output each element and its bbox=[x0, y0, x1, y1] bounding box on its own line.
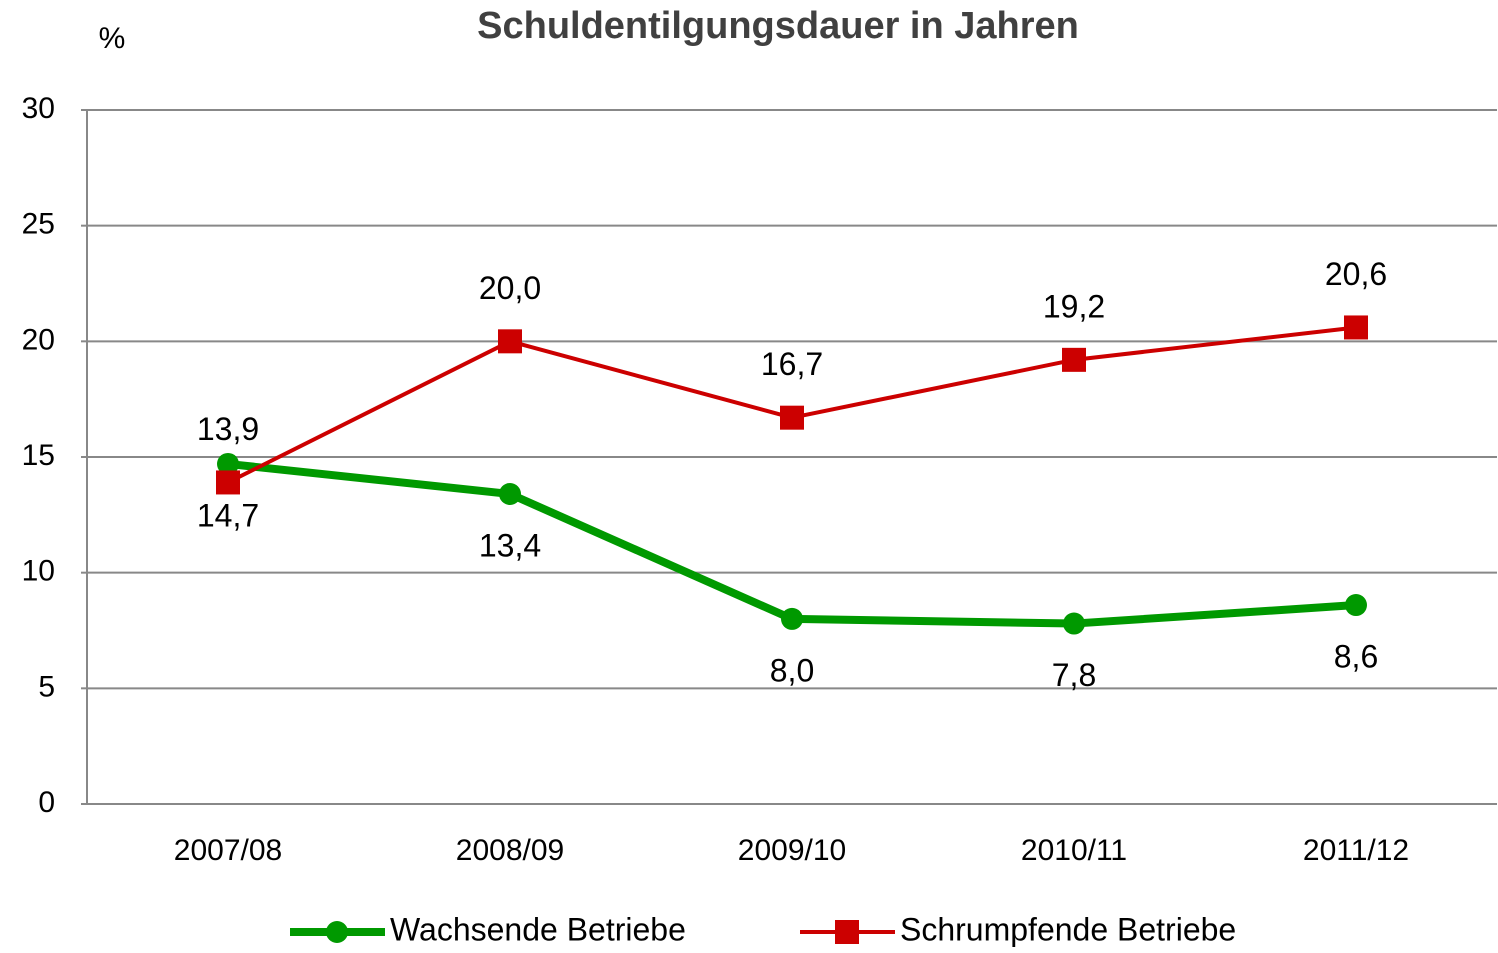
legend-marker bbox=[835, 920, 859, 944]
data-point bbox=[1063, 612, 1085, 635]
data-label: 7,8 bbox=[1052, 657, 1096, 693]
data-label: 13,9 bbox=[197, 411, 259, 447]
y-tick-label: 25 bbox=[22, 208, 55, 241]
x-tick-label: 2007/08 bbox=[174, 834, 282, 867]
data-point bbox=[1344, 315, 1368, 340]
y-tick-label: 15 bbox=[22, 439, 55, 472]
data-label: 14,7 bbox=[197, 497, 259, 533]
chart-title: Schuldentilgungsdauer in Jahren bbox=[477, 5, 1079, 47]
data-label: 16,7 bbox=[761, 346, 823, 382]
legend-marker bbox=[326, 921, 348, 943]
y-tick-label: 10 bbox=[22, 555, 55, 588]
legend-label: Wachsende Betriebe bbox=[390, 911, 686, 947]
series-line bbox=[227, 459, 1357, 628]
x-tick-label: 2010/11 bbox=[1021, 834, 1127, 867]
data-point bbox=[780, 405, 804, 430]
y-tick-label: 5 bbox=[38, 670, 55, 703]
data-label: 19,2 bbox=[1043, 288, 1105, 324]
x-tick-label: 2008/09 bbox=[456, 834, 564, 867]
data-point bbox=[781, 607, 803, 630]
x-tick-label: 2011/12 bbox=[1303, 834, 1409, 867]
data-label: 20,6 bbox=[1325, 256, 1387, 292]
data-label: 13,4 bbox=[479, 527, 541, 563]
data-point bbox=[1062, 347, 1086, 372]
x-tick-label: 2009/10 bbox=[738, 834, 846, 867]
data-point bbox=[499, 483, 521, 506]
data-point bbox=[216, 470, 240, 495]
data-label: 8,6 bbox=[1334, 639, 1378, 675]
data-point bbox=[217, 452, 239, 475]
y-axis-label: % bbox=[99, 22, 126, 55]
y-tick-label: 0 bbox=[38, 786, 55, 819]
data-point bbox=[498, 329, 522, 354]
data-label: 20,0 bbox=[479, 270, 541, 306]
data-point bbox=[1345, 594, 1367, 617]
y-tick-label: 20 bbox=[22, 323, 55, 356]
data-label: 8,0 bbox=[770, 652, 814, 688]
y-tick-label: 30 bbox=[22, 92, 55, 125]
legend-label: Schrumpfende Betriebe bbox=[900, 911, 1236, 947]
